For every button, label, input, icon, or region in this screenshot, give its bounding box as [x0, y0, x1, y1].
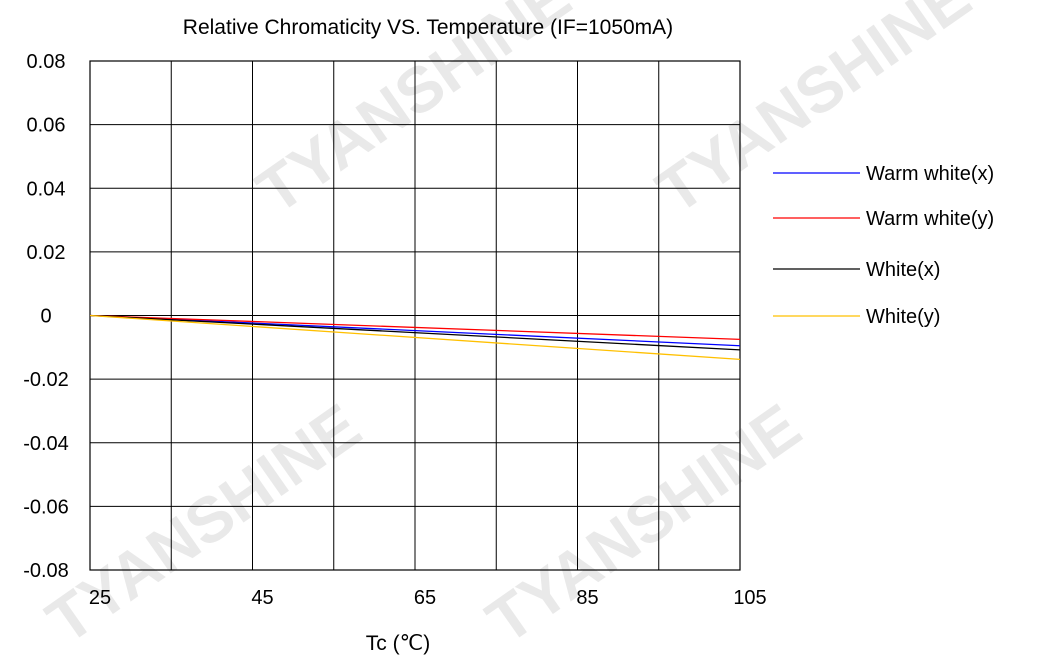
x-tick-label: 85 [576, 587, 598, 609]
y-tick-label: 0 [40, 306, 51, 328]
series-line [89, 314, 741, 341]
legend-label: Warm white(x) [866, 163, 994, 185]
y-tick-label: -0.04 [23, 433, 69, 455]
x-tick-label: 45 [251, 587, 273, 609]
x-tick-label: 65 [414, 587, 436, 609]
series-line [89, 314, 741, 361]
series-lines [89, 314, 741, 361]
x-tick-label: 105 [733, 587, 766, 609]
y-tick-label: 0.04 [27, 178, 66, 200]
y-tick-label: -0.06 [23, 496, 69, 518]
y-axis-tick-labels: 0.08 0.06 0.04 0.02 0 -0.02 -0.04 -0.06 -0.08 [23, 51, 69, 582]
y-tick-label: -0.08 [23, 560, 69, 582]
legend-label: White(x) [866, 259, 940, 281]
y-tick-label: 0.08 [27, 51, 66, 73]
y-tick-label: 0.02 [27, 242, 66, 264]
chart-title: Relative Chromaticity VS. Temperature (I… [183, 16, 673, 39]
watermark-brand: TYANSHINE [474, 390, 813, 658]
watermark-brand: TYANSHINE [34, 390, 373, 658]
x-axis-tick-labels: 25 45 65 85 105 [89, 587, 767, 609]
y-tick-label: 0.06 [27, 115, 66, 137]
watermark-brand: TYANSHINE [644, 0, 983, 228]
series-line [89, 314, 741, 347]
x-axis-label: Tc (℃) [366, 632, 430, 655]
x-tick-label: 25 [89, 587, 111, 609]
legend-label: White(y) [866, 306, 940, 328]
legend-label: Warm white(y) [866, 208, 994, 230]
series-line [89, 314, 741, 351]
legend: Warm white(x) Warm white(y) White(x) White(… [773, 163, 994, 328]
y-tick-label: -0.02 [23, 369, 69, 391]
